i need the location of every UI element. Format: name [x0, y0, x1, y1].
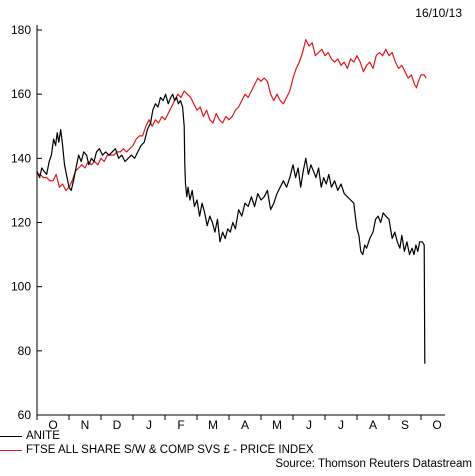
x-tick-label: J: [338, 418, 344, 430]
x-tick-label: O: [48, 418, 57, 430]
x-tick-label: D: [113, 418, 122, 430]
y-tick-label: 60: [18, 408, 32, 422]
x-tick-label: M: [208, 418, 218, 430]
legend-label-anite: ANITE: [26, 430, 60, 442]
x-tick-label: F: [177, 418, 184, 430]
source-note: Source: Thomson Reuters Datastream: [275, 458, 472, 470]
line-chart: 60 80 100 120 140 160 180 O N D J F M A M J J A S O: [11, 23, 445, 430]
x-tick-label: J: [146, 418, 152, 430]
legend-item-ftse: FTSE ALL SHARE S/W & COMP SVS £ - PRICE …: [0, 444, 314, 456]
x-tick-label: A: [369, 418, 377, 430]
x-tick-label: S: [401, 418, 409, 430]
x-tick-label: J: [306, 418, 312, 430]
y-tick-label: 140: [11, 151, 31, 165]
series-line-anite: [36, 93, 426, 364]
x-tick-label: O: [432, 418, 441, 430]
x-tick-label: N: [81, 418, 90, 430]
legend-item-anite: ANITE: [0, 430, 60, 442]
y-tick-label: 180: [11, 23, 31, 37]
legend-swatch-anite: [0, 435, 22, 437]
x-tick-label: A: [241, 418, 249, 430]
legend-swatch-ftse: [0, 449, 22, 451]
chart-axes: 60 80 100 120 140 160 180 O N D J F M A M J J A S O: [11, 23, 445, 430]
chart-series: [36, 39, 427, 364]
series-line-ftse: [37, 39, 427, 191]
y-tick-label: 100: [11, 280, 31, 294]
x-tick-label: M: [272, 418, 282, 430]
y-tick-label: 160: [11, 87, 31, 101]
legend-label-ftse: FTSE ALL SHARE S/W & COMP SVS £ - PRICE …: [26, 444, 314, 456]
y-tick-label: 80: [18, 344, 32, 358]
y-tick-label: 120: [11, 216, 31, 230]
chart-date: 16/10/13: [415, 6, 462, 20]
